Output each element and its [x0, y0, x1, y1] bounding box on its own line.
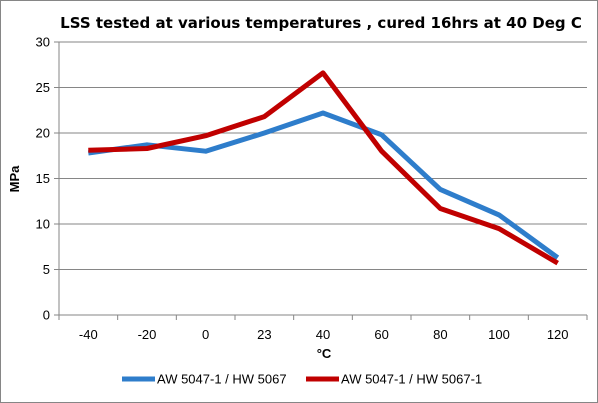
x-tick-labels: -40 -20 0 23 40 60 80 100 120: [79, 327, 569, 342]
x-tick-label: 40: [316, 327, 330, 342]
chart-title: LSS tested at various temperatures , cur…: [60, 14, 582, 32]
x-tick-label: 100: [488, 327, 510, 342]
y-tick-label: 10: [36, 217, 50, 232]
legend-label-2: AW 5047-1 / HW 5067-1: [341, 372, 482, 387]
x-tick-label: 0: [202, 327, 209, 342]
series-lines: [87, 70, 560, 266]
legend: AW 5047-1 / HW 5067 AW 5047-1 / HW 5067-1: [122, 372, 482, 387]
x-tick-label: -40: [79, 327, 98, 342]
series-line-2: [88, 70, 559, 266]
legend-label-1: AW 5047-1 / HW 5067: [157, 372, 287, 387]
y-tick-label: 0: [43, 308, 50, 323]
x-tick-label: 23: [257, 327, 271, 342]
y-axis-title: MPa: [7, 165, 22, 193]
x-tick-label: 120: [547, 327, 569, 342]
axes: [54, 41, 588, 320]
y-tick-label: 25: [36, 80, 50, 95]
series-line-1: [87, 110, 560, 260]
gridlines: [59, 41, 587, 270]
x-tick-label: 80: [433, 327, 447, 342]
y-tick-label: 5: [43, 262, 50, 277]
x-tick-label: 60: [374, 327, 388, 342]
y-tick-label: 30: [36, 35, 50, 50]
x-axis-title: °C: [317, 346, 332, 361]
x-tick-label: -20: [138, 327, 157, 342]
y-tick-label: 20: [36, 126, 50, 141]
y-tick-label: 15: [36, 171, 50, 186]
y-tick-labels: 0 5 10 15 20 25 30: [36, 35, 50, 323]
